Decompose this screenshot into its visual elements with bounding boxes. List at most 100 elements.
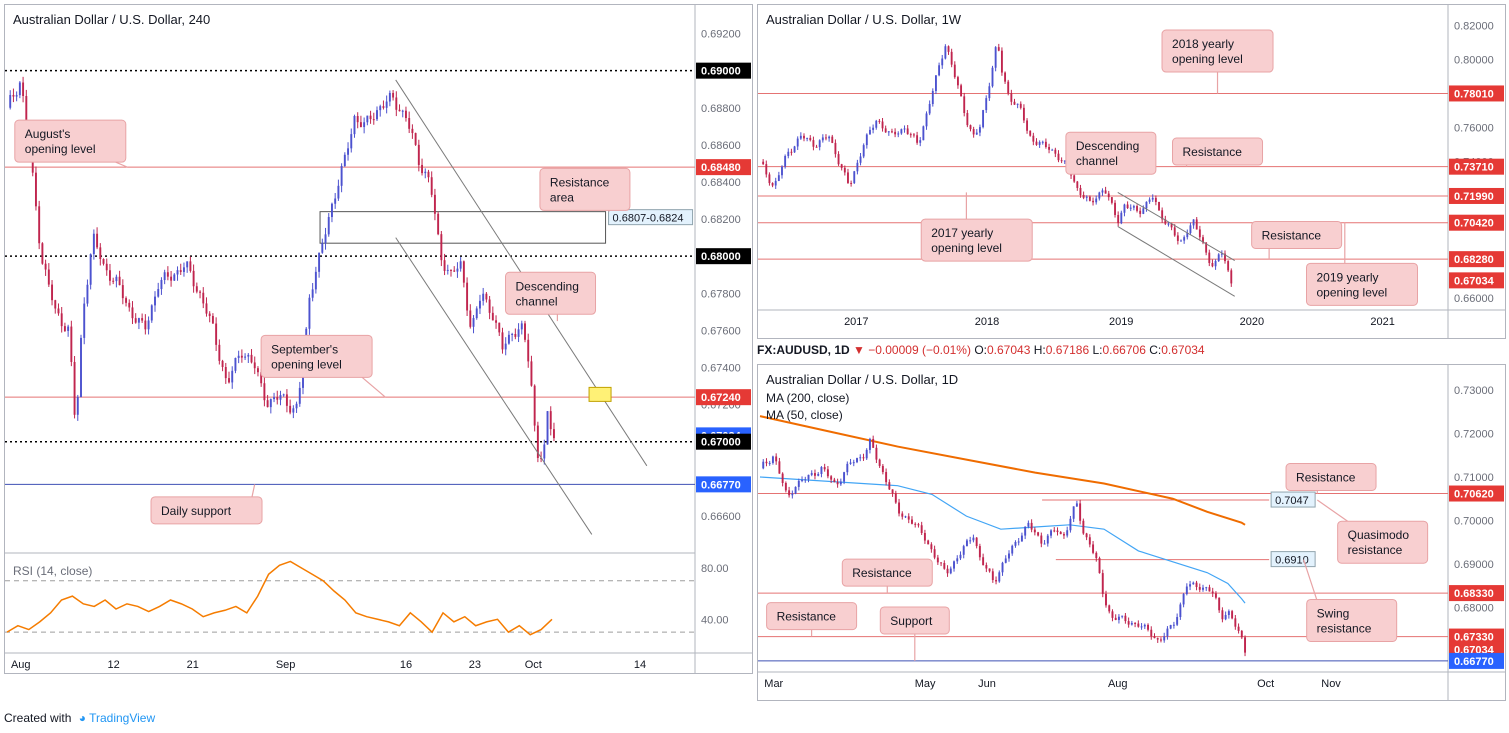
ma200-legend: MA (200, close) [766,391,850,405]
candle-body [430,177,433,195]
ticker-open-label: O: [974,343,987,357]
candle-body [809,137,812,141]
candle-body [1000,50,1003,73]
time-tick-label: Oct [1257,678,1274,690]
daily-chart-svg[interactable]: 0.73000 0.72000 0.71000 0.70000 0.69000 0.680… [758,365,1505,700]
candle-body [1189,225,1192,234]
time-tick-label: Aug [11,659,31,671]
candle-body [314,271,317,290]
annotation-box [539,167,631,211]
candle-body [1134,622,1137,624]
time-tick-label: Aug [1108,678,1128,690]
candle-body [343,154,346,167]
time-tick-label: Sep [276,659,296,671]
price-tick-label: 0.76000 [1454,123,1494,135]
candle-body [969,125,972,130]
candle-body [787,151,790,156]
ticker-high-label: H: [1033,343,1046,357]
candle-body [774,180,777,186]
price-tick-label: 0.66600 [701,511,741,523]
candle-body [922,126,925,141]
time-tick-label: 2020 [1240,316,1264,328]
candle-body [1117,214,1120,224]
candle-body [1126,204,1129,209]
candle-body [978,546,981,558]
candle-body [818,140,821,148]
candle-body [253,362,256,369]
candle-body [176,270,179,275]
candle-body [324,234,327,244]
candle-body [1104,190,1107,194]
candle-body [308,297,311,329]
candle-body [263,383,266,401]
annotation-label: opening level [1172,52,1243,66]
candle-body [488,299,491,313]
candle-body [847,172,849,183]
candle-body [57,308,60,314]
candle-body [1101,573,1104,594]
price-tag [1449,85,1504,102]
candle-body [199,291,202,293]
candle-body [1010,93,1013,102]
price-tag-label: 0.69000 [701,66,741,78]
candle-body [38,206,41,244]
candle-body [878,120,881,122]
candle-body [1030,522,1033,530]
candle-body [495,320,498,323]
candle-body [881,121,884,129]
candle-body [797,480,800,487]
candle-body [247,354,250,357]
candle-body [141,318,144,321]
footer-brand[interactable]: TradingView [89,711,156,725]
candle-body [894,493,897,503]
weekly-chart-svg[interactable]: 0.820000.800000.760000.740000.720000.660… [758,5,1505,338]
candle-body [427,171,430,178]
time-tick-label: 14 [634,659,646,671]
candle-body [491,312,494,321]
candle-body [112,280,115,282]
chart-panel-h4[interactable]: 0.69200 0.68800 0.68600 0.68400 0.68200 0.678… [4,4,753,674]
candle-body [995,580,998,582]
candle-body [318,252,321,272]
price-tick-label: 0.68200 [701,214,741,226]
candle-body [334,198,337,204]
candle-body [369,115,372,120]
annotation-label: channel [1076,154,1118,168]
candle-body [796,138,799,147]
price-tag [696,62,751,79]
time-tick-label: Oct [525,659,542,671]
candle-body [517,329,520,337]
candle-body [931,90,934,105]
candle-body [520,323,523,330]
candle-body [295,403,298,409]
candle-body [1176,235,1179,241]
h4-chart-svg[interactable]: 0.69200 0.68800 0.68600 0.68400 0.68200 0.678… [5,5,752,673]
chart-panel-daily[interactable]: 0.73000 0.72000 0.71000 0.70000 0.69000 0.680… [757,364,1506,701]
candle-body [51,284,54,301]
price-tick-label: 0.69200 [701,29,741,41]
candle-body [891,489,894,494]
candle-body [820,467,823,474]
candle-body [933,549,936,558]
candle-body [1147,624,1150,630]
zone-tag [608,209,694,226]
candle-body [385,101,388,108]
candle-body [446,269,449,271]
price-tick-label: 0.69000 [1454,559,1494,571]
annotation-label: Quasimodo [1348,528,1410,542]
candle-body [865,134,868,146]
candle-body [1033,529,1036,533]
candle-body [12,94,15,97]
candle-body [916,135,919,143]
candle-body [1202,237,1204,243]
time-tick-label: 2017 [844,316,868,328]
price-tick-label: 0.68000 [1454,602,1494,614]
candle-body [913,134,915,136]
chart-panel-weekly[interactable]: 0.820000.800000.760000.740000.720000.660… [757,4,1506,339]
candle-body [401,110,404,112]
candle-body [1123,204,1126,213]
candle-body [1189,584,1192,587]
candle-body [1062,534,1065,536]
candle-body [777,175,780,181]
candle-body [982,557,985,566]
